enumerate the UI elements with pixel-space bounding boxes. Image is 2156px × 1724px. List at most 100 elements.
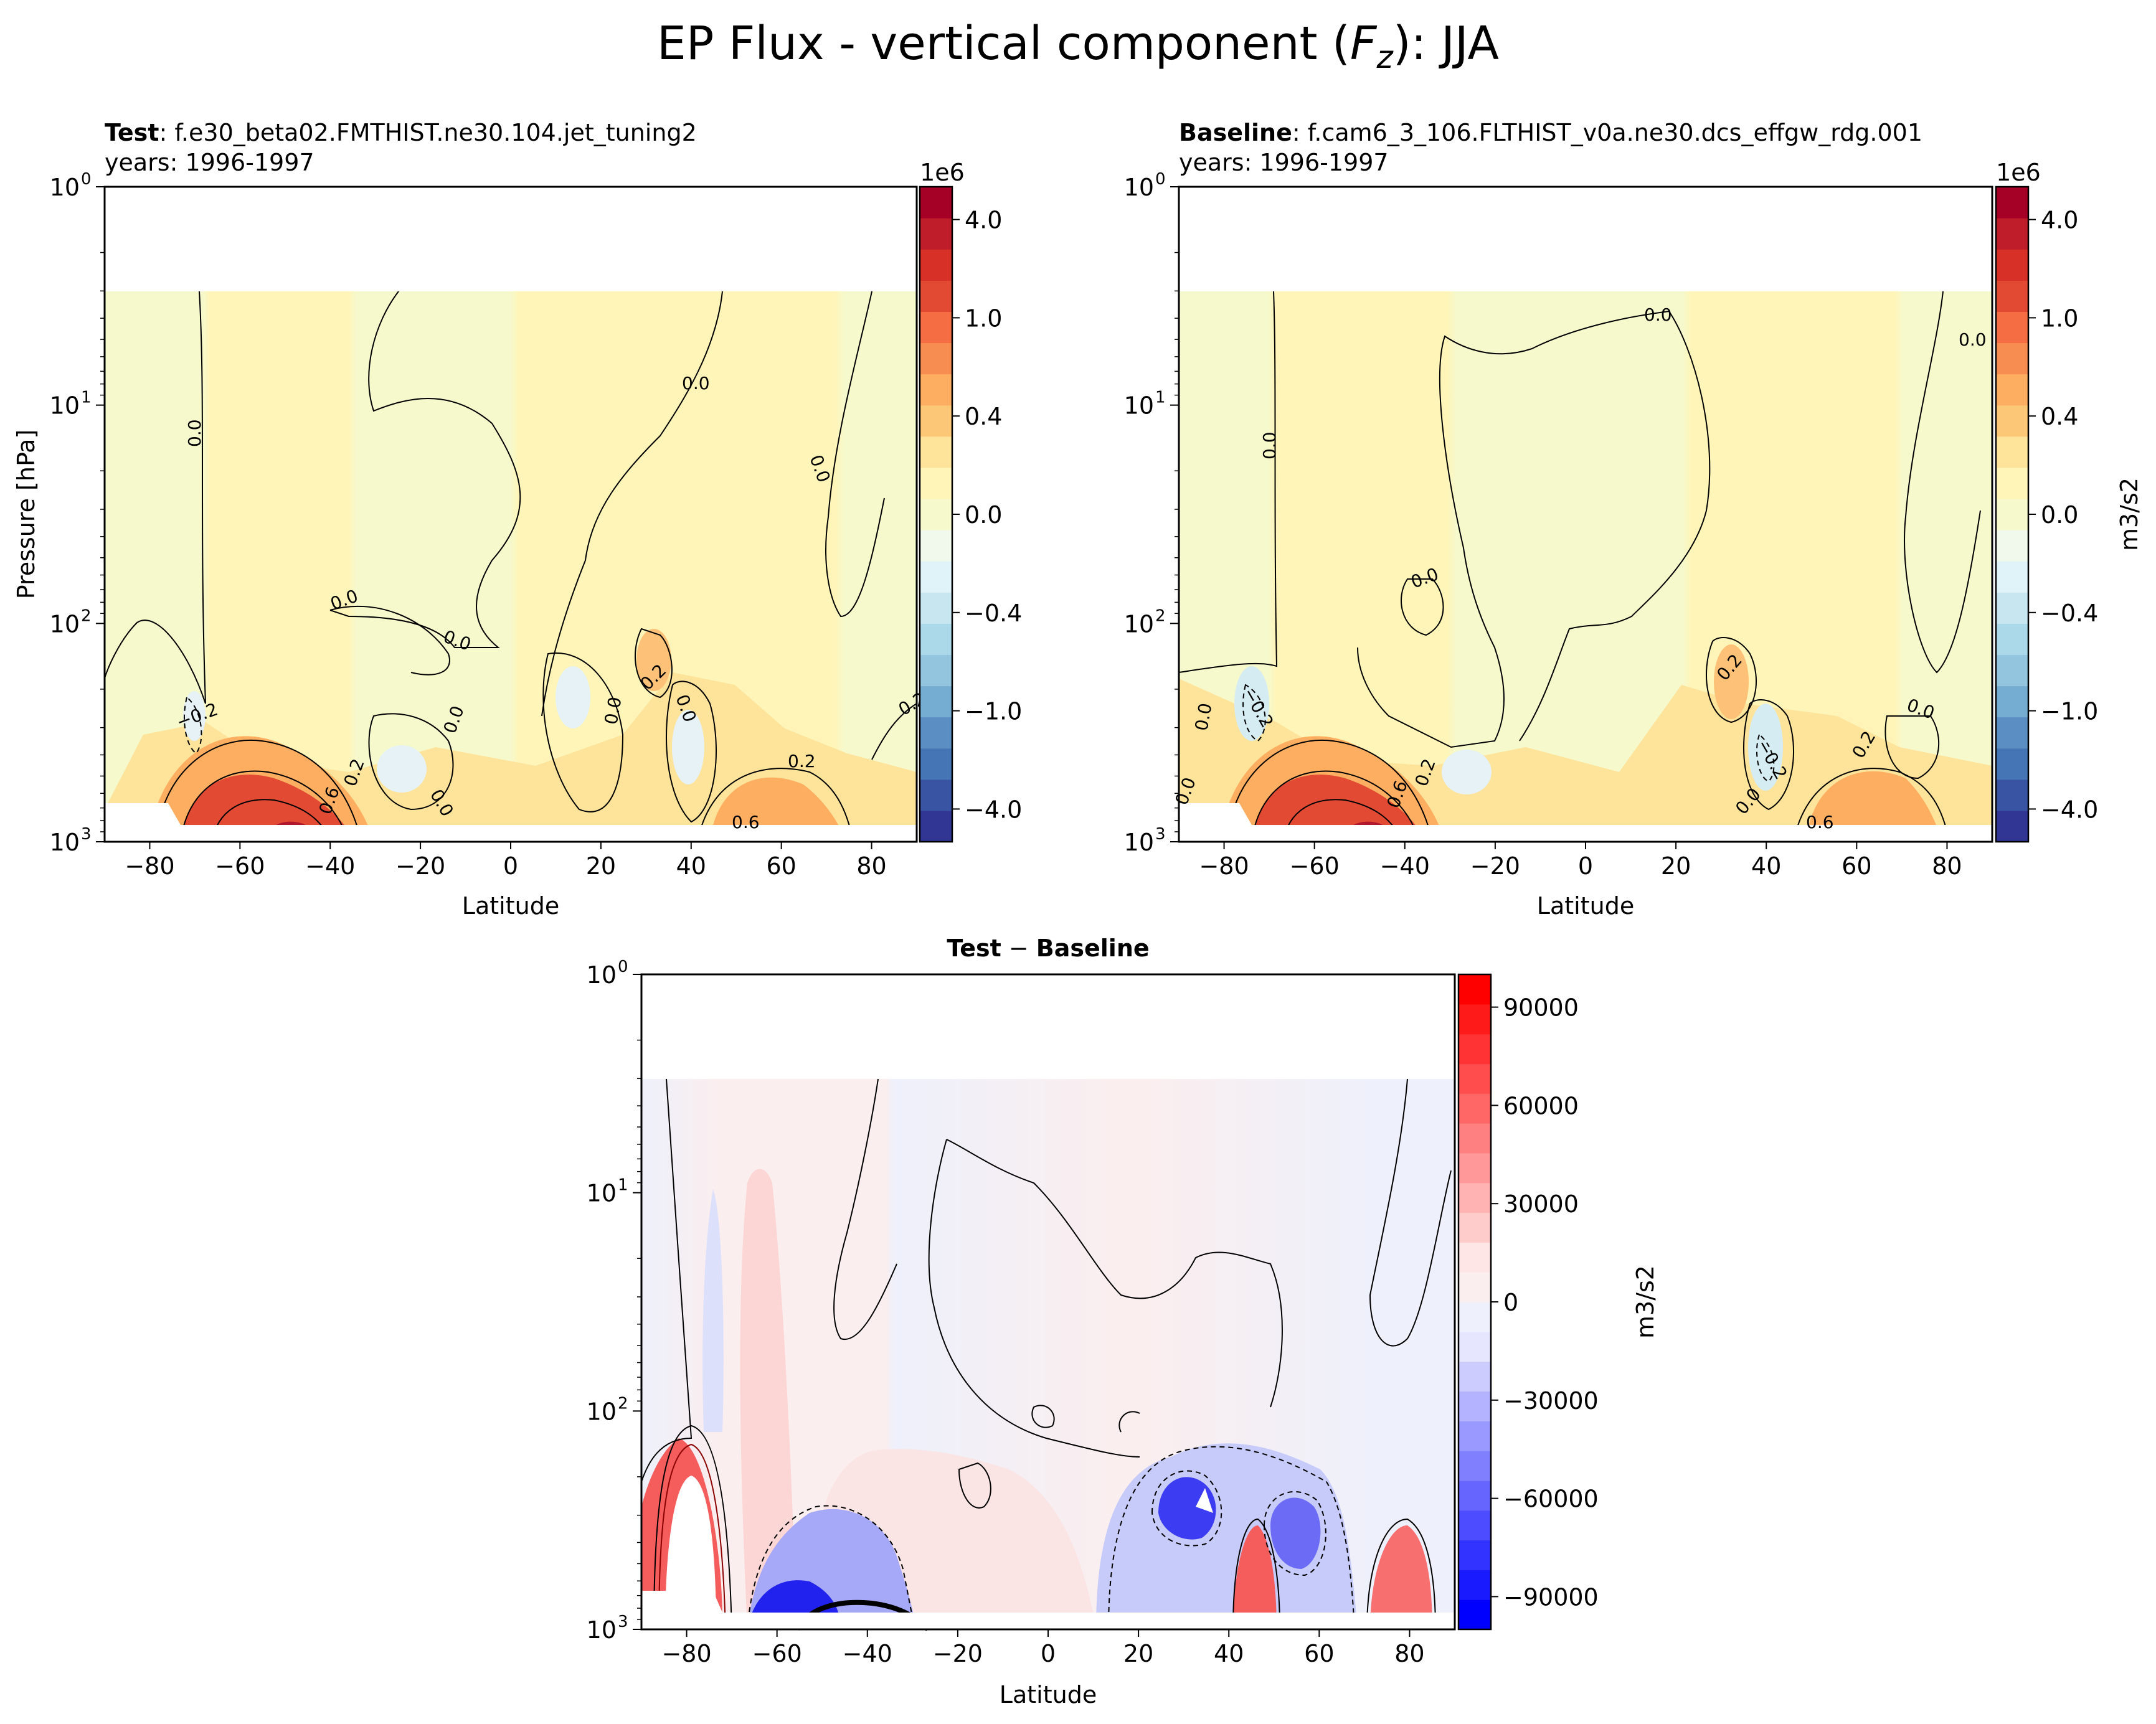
white-bottom-difference bbox=[641, 1613, 1455, 1629]
contour-line-test bbox=[666, 681, 717, 823]
colorbar-swatch bbox=[1996, 218, 2028, 250]
y-tick-exponent: 1 bbox=[81, 389, 92, 407]
colorbar-swatch bbox=[1996, 654, 2028, 687]
x-tick-label: 80 bbox=[856, 852, 886, 880]
colorbar-swatch bbox=[1996, 779, 2028, 811]
contour-label-test: 0.2 bbox=[788, 751, 816, 771]
x-tick-label: 0 bbox=[1578, 852, 1593, 880]
x-tick-label: 80 bbox=[1932, 852, 1962, 880]
contour-line-baseline bbox=[1793, 768, 1950, 842]
field-red-col-2-difference bbox=[1370, 1525, 1432, 1629]
colorbar-swatch bbox=[920, 187, 952, 219]
contour-line-dashed-difference bbox=[1263, 1491, 1326, 1576]
x-tick-label: 60 bbox=[766, 852, 796, 880]
x-tick-label: −80 bbox=[125, 852, 174, 880]
contour-line-difference bbox=[1232, 1518, 1280, 1630]
x-tick-label: −20 bbox=[1470, 852, 1520, 880]
x-tick-label: −20 bbox=[395, 852, 445, 880]
colorbar-swatch bbox=[1459, 1152, 1491, 1184]
y-tick-exponent: 2 bbox=[81, 606, 92, 625]
colorbar-swatch bbox=[1459, 1272, 1491, 1302]
colorbar-tick-label: −4.0 bbox=[2041, 796, 2098, 823]
colorbar-tick-label: 0 bbox=[1503, 1289, 1518, 1316]
colorbar-swatch bbox=[1459, 1480, 1491, 1511]
colorbar-swatch bbox=[1996, 623, 2028, 656]
colorbar-swatch bbox=[1459, 1063, 1491, 1094]
colorbar-swatch bbox=[1459, 1004, 1491, 1035]
plot-area-test: 0.0 0.0 0.0 0.0 0.0 0.0 −0.2 0.2 0.0 0.0… bbox=[103, 186, 929, 843]
contour-line-difference bbox=[928, 1139, 1140, 1458]
colorbar-swatch bbox=[920, 561, 952, 593]
colorbar-swatch bbox=[920, 249, 952, 281]
colorbar-label-difference: m3/s2 bbox=[1632, 1265, 1659, 1339]
colorbar-swatch bbox=[920, 342, 952, 375]
colorbar-tick-label: 1.0 bbox=[2041, 304, 2078, 332]
colorbar-tick-label: 4.0 bbox=[965, 207, 1002, 234]
colorbar-swatch bbox=[1996, 498, 2028, 530]
colorbar-swatch bbox=[920, 592, 952, 624]
colorbar-swatch bbox=[1459, 1302, 1491, 1332]
colorbar-difference: 90000 60000 30000 0 −30000 −60000 −90000 bbox=[1457, 973, 1599, 1631]
contour-line-baseline bbox=[1178, 291, 1278, 673]
colorbar-test: 4.0 1.0 0.4 0.0 −0.4 −1.0 −4.0 1e6 bbox=[919, 159, 1022, 843]
white-antarctica-test bbox=[105, 803, 181, 825]
x-tick-label: 60 bbox=[1304, 1640, 1334, 1667]
field-blue-blob-1-test bbox=[556, 666, 590, 728]
y-tick-exponent: 2 bbox=[1155, 606, 1166, 625]
colorbar-swatch bbox=[1459, 1451, 1491, 1481]
y-tick-label: 10 bbox=[50, 829, 80, 856]
contour-line-difference bbox=[1031, 1405, 1055, 1428]
x-tick-label: 20 bbox=[1661, 852, 1691, 880]
panel-baseline-subtitle: years: 1996-1997 bbox=[1179, 149, 1389, 176]
white-top-difference bbox=[641, 974, 1455, 1079]
y-tick-label: 10 bbox=[1124, 610, 1154, 638]
colorbar-swatch bbox=[920, 623, 952, 656]
x-tick-label: 40 bbox=[1214, 1640, 1244, 1667]
colorbar-tick-label: 4.0 bbox=[2041, 207, 2078, 234]
colorbar-swatch bbox=[920, 311, 952, 344]
contour-line-test bbox=[541, 291, 723, 717]
contour-label-test: 0.0 bbox=[184, 419, 205, 447]
y-tick-label: 10 bbox=[1124, 392, 1154, 420]
colorbar-tick-label: −1.0 bbox=[965, 698, 1022, 725]
contour-label-baseline: 0.0 bbox=[1259, 431, 1280, 459]
plot-area-baseline: 0.0 0.0 0.0 0.0 0.0 −0.2 0.2 0.0 0.2 −0.… bbox=[1171, 186, 1993, 843]
colorbar-swatch bbox=[920, 685, 952, 718]
y-tick-exponent: 0 bbox=[81, 170, 92, 189]
white-top-baseline bbox=[1179, 187, 1992, 291]
panel-baseline: Baseline: f.cam6_3_106.FLTHIST_v0a.ne30.… bbox=[1124, 119, 2143, 920]
y-tick-label: 10 bbox=[50, 174, 80, 201]
panel-difference-title: Test − Baseline bbox=[947, 935, 1149, 962]
y-tick-label: 10 bbox=[1124, 174, 1154, 201]
colorbar-swatch bbox=[1996, 530, 2028, 562]
colorbar-swatch bbox=[1459, 1093, 1491, 1124]
colorbar-tick-label: 0.0 bbox=[2041, 501, 2078, 529]
colorbar-tick-label: −30000 bbox=[1503, 1387, 1599, 1415]
contour-line-test bbox=[825, 291, 885, 618]
field-blue-plume-difference bbox=[702, 1189, 724, 1432]
field-blue-deep-difference bbox=[1158, 1477, 1216, 1540]
colorbar-swatch bbox=[920, 467, 952, 499]
contour-line-difference bbox=[958, 1462, 991, 1509]
colorbar-tick-label: 0.4 bbox=[2041, 403, 2078, 430]
x-tick-label: 80 bbox=[1394, 1640, 1424, 1667]
colorbar-swatch bbox=[1459, 1212, 1491, 1243]
colorbar-swatch bbox=[1459, 1599, 1491, 1630]
colorbar-tick-label: 0.4 bbox=[965, 403, 1002, 430]
contour-line-dashed-baseline bbox=[1242, 684, 1266, 742]
colorbar-tick-label: 0.0 bbox=[965, 501, 1002, 529]
x-tick-label: 20 bbox=[1123, 1640, 1153, 1667]
contour-line-difference bbox=[658, 1443, 726, 1630]
colorbar-swatch bbox=[920, 779, 952, 811]
contour-line-baseline bbox=[1401, 578, 1444, 636]
colorbar-swatch bbox=[1996, 685, 2028, 718]
field-orange-nh-baseline bbox=[1806, 771, 1943, 842]
contour-line-baseline bbox=[1251, 770, 1421, 842]
colorbar-swatch bbox=[1996, 374, 2028, 406]
field-blue-blob-3-baseline bbox=[1442, 750, 1492, 794]
colorbar-offset-label: 1e6 bbox=[920, 159, 965, 186]
contour-line-dashed-test bbox=[183, 696, 202, 755]
